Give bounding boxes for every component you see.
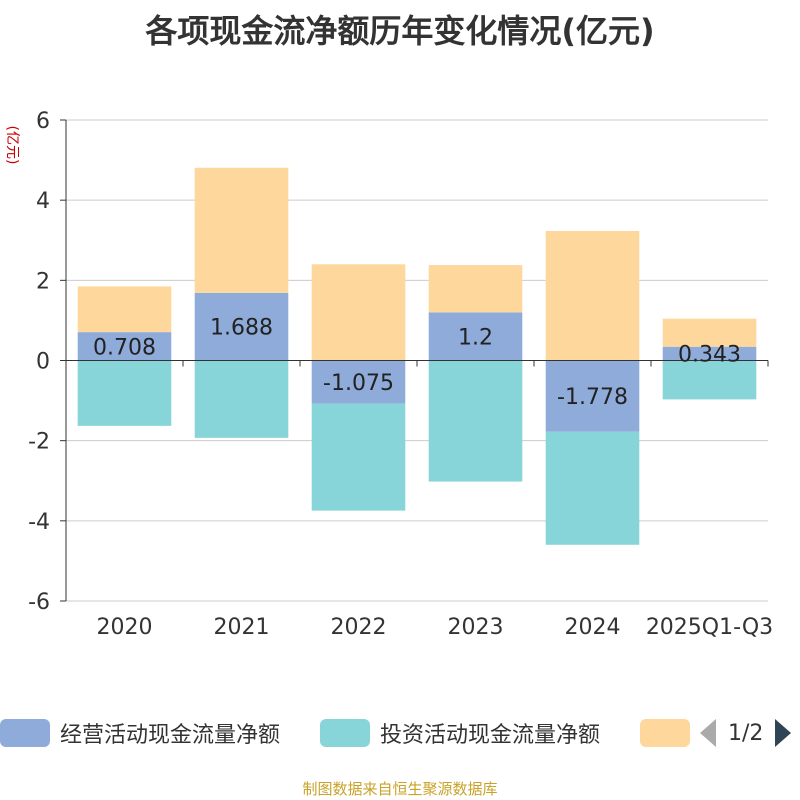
bar-series-2-2022[interactable] (311, 264, 406, 361)
data-labels: 0.708 1.688 -1.075 1.2 -1.778 0.343 (93, 316, 741, 410)
data-label-2022: -1.075 (323, 371, 394, 396)
x-tick-label: 2025Q1-Q3 (646, 615, 773, 640)
bar-series-0-2022[interactable] (311, 360, 406, 404)
data-label-2023: 1.2 (458, 325, 493, 350)
bar-series-2-2021[interactable] (194, 167, 289, 293)
legend-item-investing[interactable]: 投资活动现金流量净额 (320, 718, 600, 748)
bar-series-2-2025Q1-Q3[interactable] (662, 318, 757, 347)
legend-swatch-investing (320, 719, 370, 747)
bar-series-2-2023[interactable] (428, 265, 523, 313)
bars (77, 167, 757, 545)
bar-series-1-2025Q1-Q3[interactable] (662, 360, 757, 400)
y-tick-label: 4 (36, 189, 50, 214)
legend-item-financing[interactable] (640, 718, 690, 748)
y-tick-label: 6 (36, 109, 50, 134)
x-tick-label: 2024 (565, 615, 621, 640)
data-label-2021: 1.688 (210, 316, 273, 341)
legend-swatch-operating (0, 719, 50, 747)
x-tick-label: 2020 (97, 615, 153, 640)
data-label-2025Q1-Q3: 0.343 (678, 343, 741, 368)
y-tick-label: -6 (28, 590, 50, 615)
bar-series-1-2023[interactable] (428, 360, 523, 482)
legend-label-operating: 经营活动现金流量净额 (60, 723, 281, 748)
x-tick-label: 2021 (214, 615, 270, 640)
bar-series-0-2020[interactable] (77, 332, 172, 361)
pager-next-icon[interactable] (775, 719, 792, 747)
y-tick-label: 0 (36, 350, 50, 375)
legend: 经营活动现金流量净额 投资活动现金流量净额 1/2 (0, 712, 800, 756)
y-tick-label: -2 (28, 430, 50, 455)
bar-series-1-2020[interactable] (77, 360, 172, 426)
legend-pager: 1/2 (700, 718, 792, 748)
pager-prev-icon[interactable] (700, 719, 716, 747)
legend-item-operating[interactable]: 经营活动现金流量净额 (0, 718, 280, 748)
bar-series-2-2024[interactable] (545, 231, 640, 361)
legend-label-investing: 投资活动现金流量净额 (380, 723, 601, 748)
data-label-2024: -1.778 (557, 385, 628, 410)
bar-series-1-2024[interactable] (545, 431, 640, 545)
y-tick-label: 2 (36, 269, 50, 294)
legend-swatch-financing (640, 719, 690, 747)
data-label-2020: 0.708 (93, 335, 156, 360)
bar-series-0-2023[interactable] (428, 312, 523, 361)
bar-series-2-2020[interactable] (77, 286, 172, 333)
bar-series-0-2025Q1-Q3[interactable] (662, 346, 757, 361)
y-tick-label: -4 (28, 510, 50, 535)
x-tick-label: 2022 (331, 615, 387, 640)
bar-series-0-2024[interactable] (545, 360, 640, 432)
pager-text: 1/2 (728, 720, 764, 746)
bar-series-0-2021[interactable] (194, 292, 289, 361)
bar-series-1-2022[interactable] (311, 403, 406, 511)
y-axis-unit-label: (亿元) (4, 126, 20, 165)
chart-area: -6 -4 -2 0 2 4 6 (亿元) 2020 2021 2022 2023 2024 2025Q1… (4, 109, 773, 640)
source-note: 制图数据来自恒生聚源数据库 (302, 780, 498, 798)
bar-series-1-2021[interactable] (194, 360, 289, 438)
axes: -6 -4 -2 0 2 4 6 (亿元) 2020 2021 2022 2023 2024 2025Q1… (4, 109, 773, 640)
chart-title: 各项现金流净额历年变化情况(亿元) (145, 12, 655, 50)
x-tick-label: 2023 (448, 615, 504, 640)
